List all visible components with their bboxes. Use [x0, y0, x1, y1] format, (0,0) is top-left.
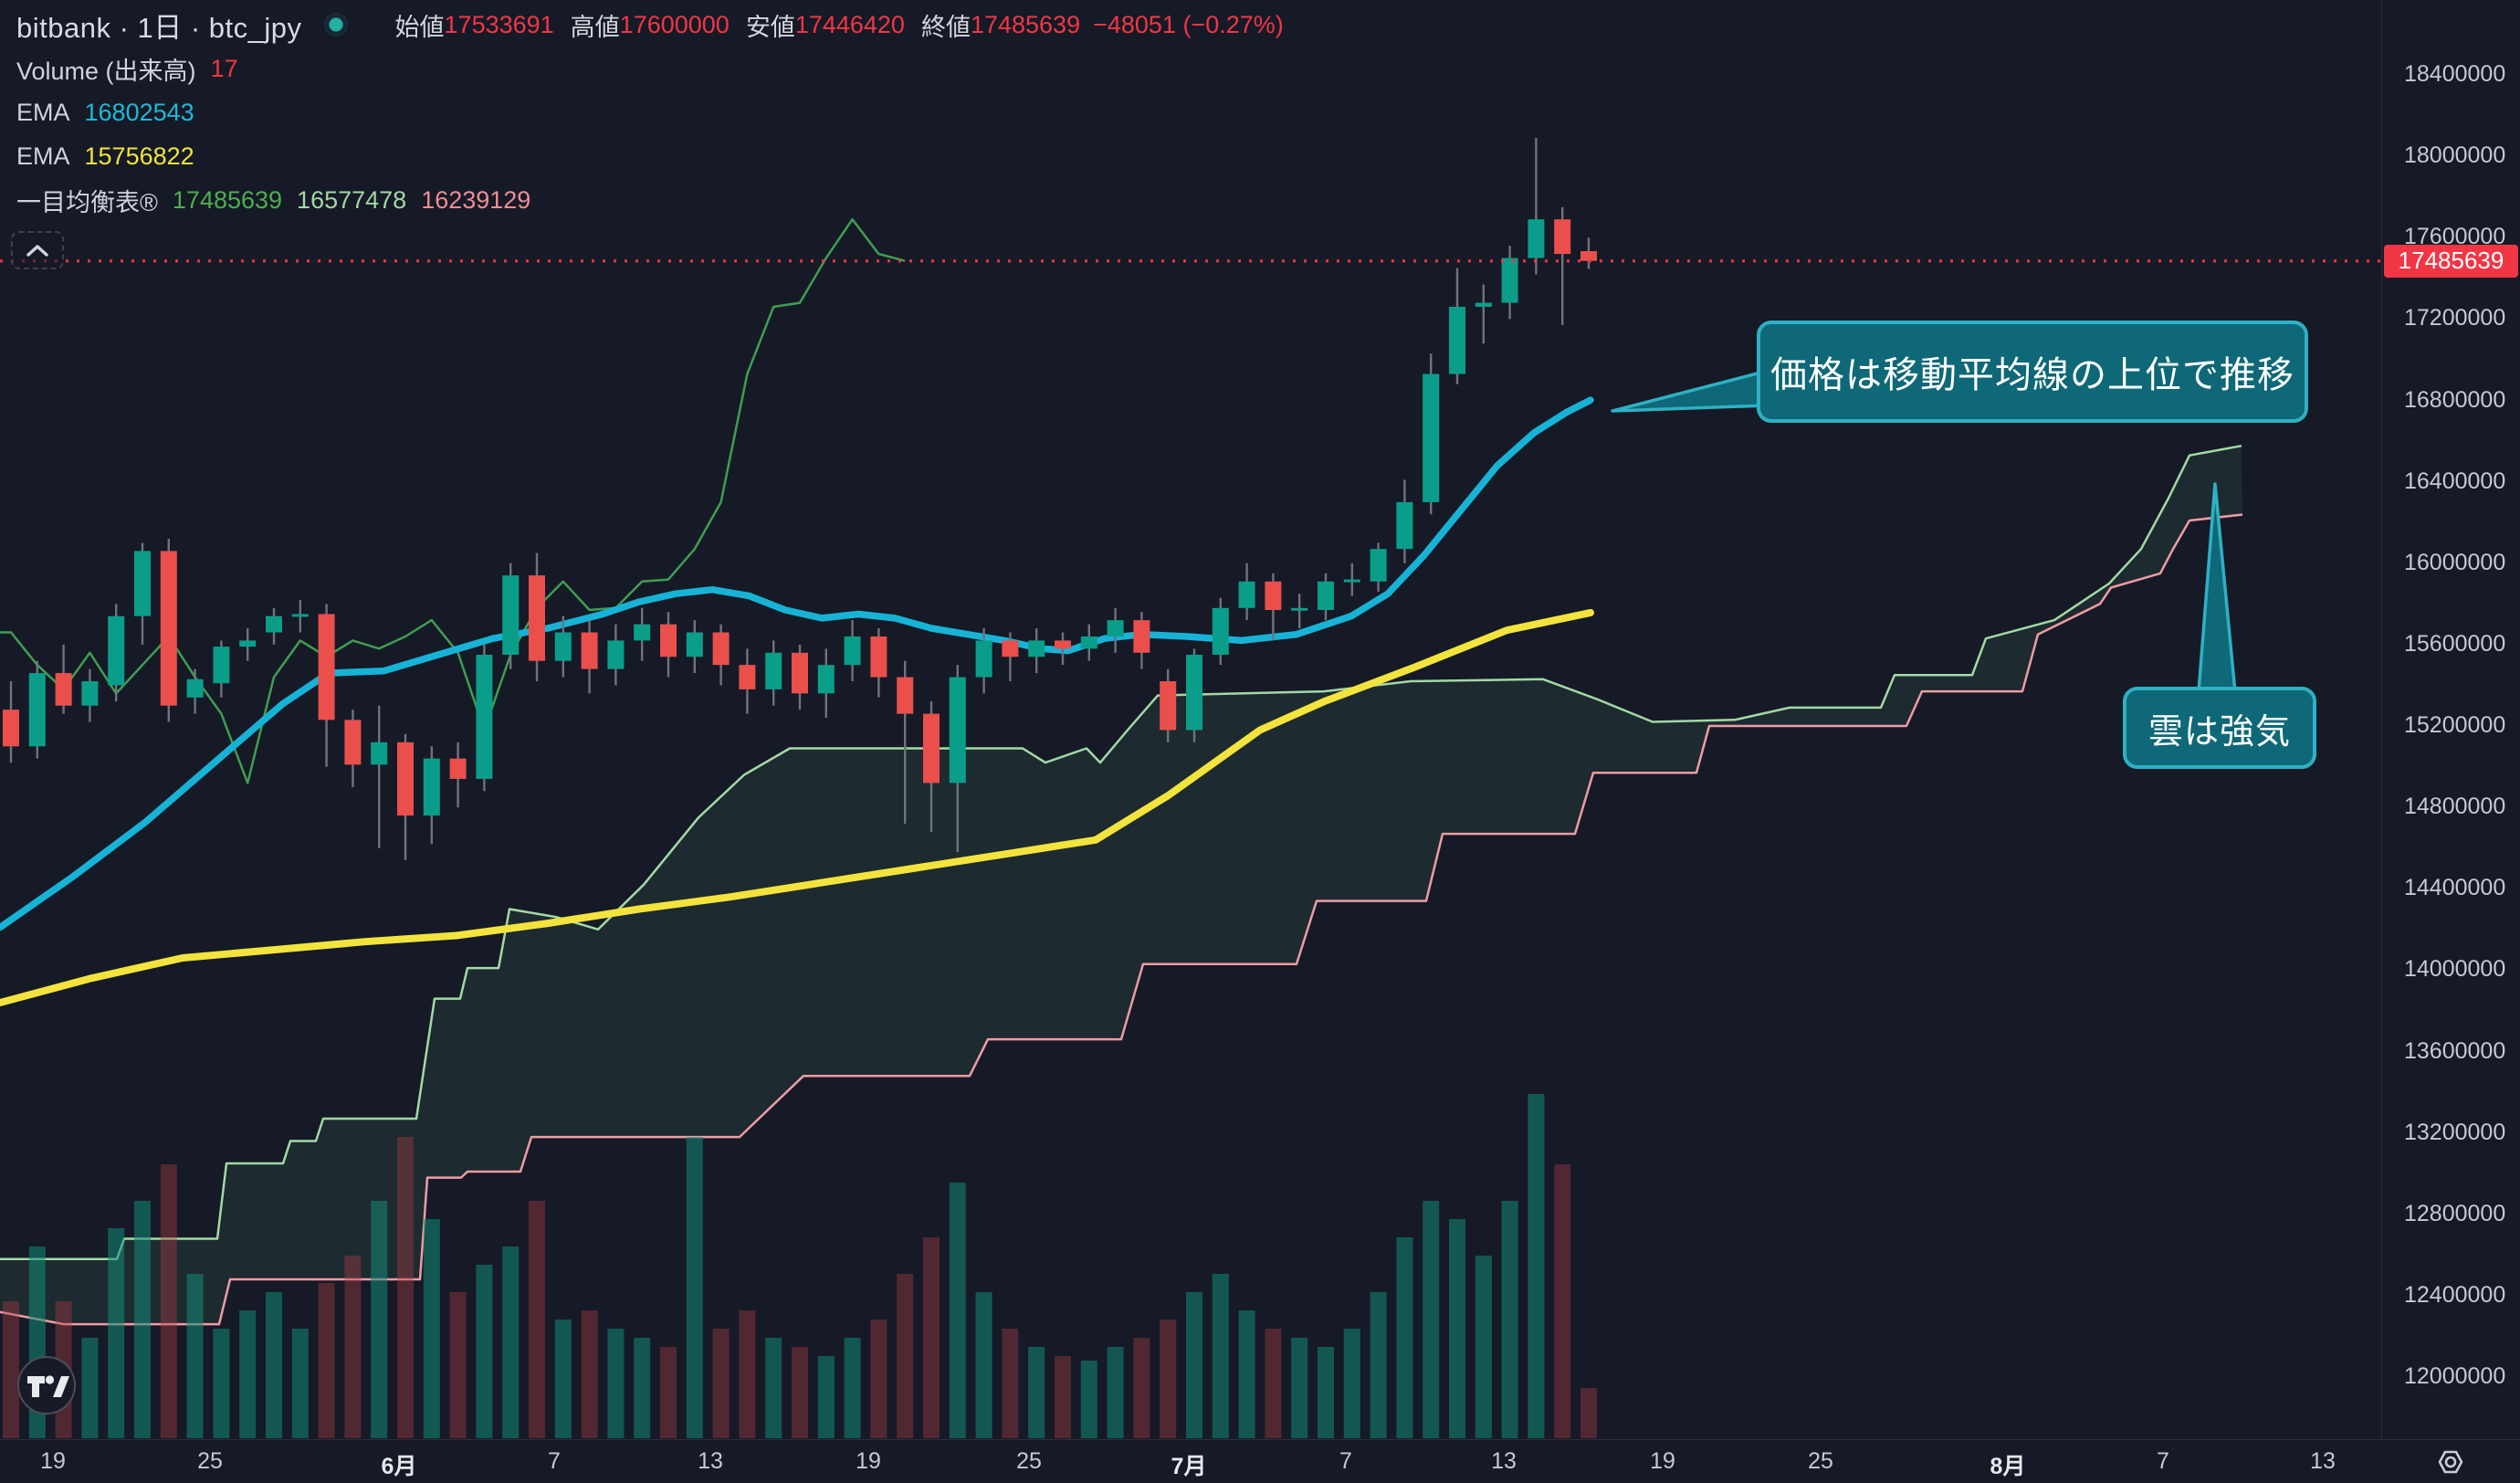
- time-axis-tick: 13: [1491, 1448, 1517, 1474]
- volume-value: 17: [210, 54, 238, 82]
- time-axis-tick: 25: [1016, 1448, 1042, 1474]
- price-axis-tick: 16800000: [2404, 386, 2506, 413]
- time-axis-tick: 19: [856, 1448, 881, 1474]
- price-axis-tick: 14000000: [2404, 956, 2506, 983]
- time-axis-tick: 8月: [1990, 1454, 2026, 1479]
- price-axis-tick: 15600000: [2404, 630, 2506, 657]
- ichimoku-indicator-row[interactable]: 一目均衡表® 17485639 16577478 16239129: [16, 181, 1284, 219]
- price-axis-tick: 12000000: [2404, 1363, 2506, 1389]
- tradingview-logo[interactable]: [16, 1355, 77, 1415]
- annotation-ma-callout[interactable]: 価格は移動平均線の上位で推移: [1757, 321, 2308, 423]
- price-axis-tick: 14400000: [2404, 875, 2506, 901]
- close-label: 終値: [920, 13, 971, 41]
- ema-slow-indicator-row[interactable]: EMA 15756822: [16, 137, 1284, 175]
- ema-slow-value: 15756822: [84, 142, 194, 170]
- time-axis-tick: 13: [2310, 1448, 2336, 1474]
- price-axis-tick: 13200000: [2404, 1119, 2506, 1145]
- price-axis-tick: 18400000: [2404, 61, 2506, 87]
- market-status-icon: [323, 13, 348, 37]
- time-axis-tick: 6月: [381, 1454, 417, 1479]
- low-label: 安値: [745, 13, 795, 41]
- price-axis-tick: 13600000: [2404, 1037, 2506, 1064]
- price-axis-tick: 16000000: [2404, 549, 2506, 575]
- change-value: −48051 (−0.27%): [1093, 10, 1284, 38]
- ema-fast-value: 16802543: [84, 98, 194, 126]
- open-label: 始値: [394, 13, 445, 41]
- current-price-value: 17485639: [2398, 247, 2504, 275]
- high-label: 高値: [570, 13, 620, 41]
- axis-settings-corner[interactable]: [2381, 1439, 2520, 1483]
- price-axis-tick: 12400000: [2404, 1281, 2506, 1308]
- time-axis-tick: 7: [1339, 1448, 1352, 1474]
- time-axis-tick: 7月: [1171, 1454, 1207, 1479]
- symbol-title: bitbank · 1日 · btc_jpy: [16, 11, 302, 44]
- ichimoku-senkou-a-value: 16577478: [297, 185, 407, 214]
- ichimoku-label: 一目均衡表®: [16, 188, 158, 216]
- collapse-legend-button[interactable]: [11, 231, 64, 269]
- ema-slow-label: EMA: [16, 142, 70, 170]
- low-value: 17446420: [794, 10, 905, 38]
- tradingview-logo-icon: [17, 1356, 76, 1415]
- ichimoku-conversion-value: 17485639: [172, 185, 283, 214]
- open-value: 17533691: [444, 10, 554, 38]
- annotation-cloud-text: 雲は強気: [2147, 712, 2291, 752]
- price-axis-tick: 18000000: [2404, 142, 2506, 169]
- time-axis-tick: 7: [2157, 1448, 2169, 1474]
- symbol-row[interactable]: bitbank · 1日 · btc_jpy 始値 17533691 高値 1760…: [16, 5, 1284, 44]
- close-value: 17485639: [970, 10, 1081, 38]
- time-axis-tick: 25: [1808, 1448, 1833, 1474]
- price-axis-tick: 12800000: [2404, 1200, 2506, 1226]
- ema-fast-label: EMA: [16, 98, 70, 126]
- price-axis-tick: 16400000: [2404, 468, 2506, 494]
- price-axis-tick: 17200000: [2404, 305, 2506, 331]
- current-price-label: 17485639: [2384, 244, 2518, 278]
- legend-panel: bitbank · 1日 · btc_jpy 始値 17533691 高値 1760…: [16, 5, 1284, 225]
- ichimoku-senkou-b-value: 16239129: [421, 185, 531, 214]
- time-axis-tick: 13: [698, 1448, 723, 1474]
- price-axis-tick: 15200000: [2404, 712, 2506, 738]
- time-axis-tick: 19: [40, 1448, 66, 1474]
- time-axis[interactable]: 19 25 6月 7 13 19 25 7月 7 13 19 25 8月 7 13: [0, 1439, 2381, 1483]
- ema-fast-indicator-row[interactable]: EMA 16802543: [16, 93, 1284, 131]
- price-axis-tick: 18800000: [2404, 0, 2505, 6]
- high-value: 17600000: [619, 10, 730, 38]
- time-axis-tick: 7: [548, 1448, 561, 1474]
- volume-label: Volume (出来高): [16, 57, 196, 85]
- annotation-ma-text: 価格は移動平均線の上位で推移: [1770, 355, 2294, 395]
- price-axis-tick: 14800000: [2404, 794, 2506, 820]
- ohlc-row: 始値 17533691 高値 17600000 安値 17446420 終値 17485…: [379, 7, 1284, 43]
- chevron-up-icon: [26, 245, 48, 257]
- time-axis-tick: 25: [197, 1448, 223, 1474]
- time-axis-tick: 19: [1650, 1448, 1675, 1474]
- gear-icon: [2438, 1450, 2463, 1474]
- annotation-cloud-callout[interactable]: 雲は強気: [2123, 687, 2316, 769]
- volume-indicator-row[interactable]: Volume (出来高) 17: [16, 49, 1284, 88]
- price-axis[interactable]: 1880000018400000180000001760000017200000…: [2381, 0, 2520, 1483]
